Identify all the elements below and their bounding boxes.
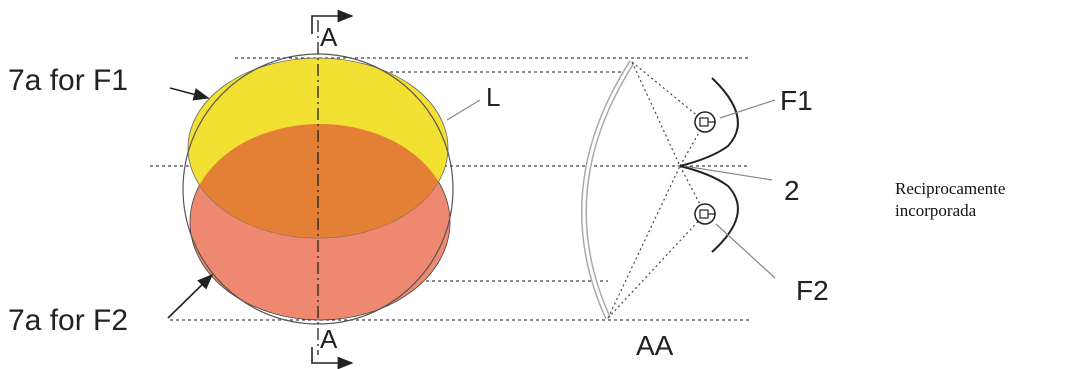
label-filament-2: F2	[796, 275, 829, 306]
label-section-view: AA	[636, 330, 674, 361]
caption: Reciprocamente incorporada	[895, 178, 1080, 222]
lens-section	[580, 60, 635, 320]
caption-line-2: incorporada	[895, 201, 977, 220]
optics-diagram: A A 7a for F1 7a for F2 L F1 F2 2 AA	[8, 9, 829, 369]
label-section-top: A	[320, 22, 338, 52]
leader-f1	[169, 87, 210, 101]
leader-f2	[167, 273, 214, 319]
label-filament-1: F1	[780, 85, 813, 116]
caption-line-1: Reciprocamente	[895, 179, 1006, 198]
bulb-f2-icon	[694, 203, 716, 225]
reflector-f2	[679, 165, 739, 253]
label-pattern-f1: 7a for F1	[8, 64, 128, 97]
leader-lens	[446, 99, 481, 121]
label-pattern-f2: 7a for F2	[8, 304, 128, 337]
label-reflector: 2	[784, 175, 800, 206]
label-lens: L	[486, 82, 500, 112]
reflector-f1	[679, 77, 739, 167]
section-view	[580, 60, 776, 320]
bulb-f1-icon	[694, 111, 716, 133]
label-section-bottom: A	[320, 324, 338, 354]
section-arrow-top	[311, 9, 354, 34]
section-arrow-bottom	[311, 347, 354, 369]
